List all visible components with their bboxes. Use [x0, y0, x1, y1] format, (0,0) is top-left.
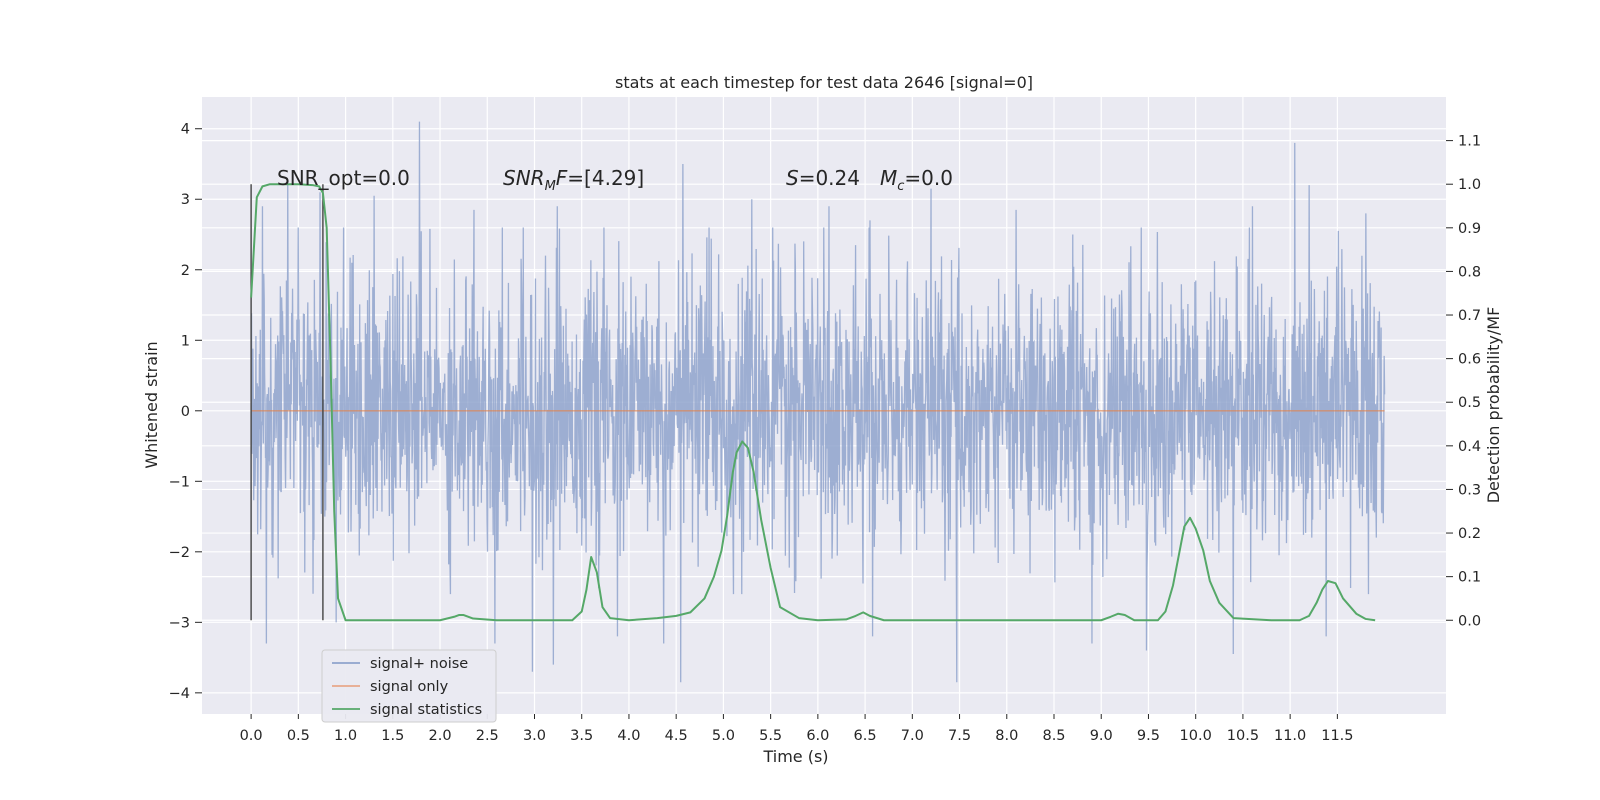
x-tick-label: 5.0 [712, 728, 735, 744]
annotation-mc-main: M [880, 166, 897, 190]
annotation-mc-sub: c [897, 179, 904, 194]
x-tick-label: 8.5 [1042, 728, 1065, 744]
y-tick-label: −1 [169, 474, 190, 490]
y2-tick-label: 0.2 [1458, 526, 1481, 542]
annotation-snr-mf-rest: =[4.29] [567, 166, 644, 190]
annotation-mc: Mc=0.0 [880, 166, 953, 194]
annotation-snr-mf-main: SNR [503, 166, 545, 190]
y2-tick-label: 0.6 [1458, 352, 1481, 368]
x-tick-label: 1.5 [381, 728, 404, 744]
y2-tick-label: 0.3 [1458, 482, 1481, 498]
y2-tick-label: 0.4 [1458, 439, 1481, 455]
x-tick-label: 11.0 [1274, 728, 1306, 744]
y2-tick-label: 0.5 [1458, 395, 1481, 411]
y-tick-label: 3 [181, 192, 190, 208]
x-tick-label: 3.5 [570, 728, 593, 744]
x-tick-label: 0.5 [287, 728, 310, 744]
y2-tick-label: 0.1 [1458, 570, 1481, 586]
series-signal-statistics-line [250, 183, 1376, 622]
x-tick-label: 4.5 [665, 728, 688, 744]
series-layer [250, 183, 1385, 622]
y-tick-label: 1 [181, 333, 190, 349]
x-tick-label: 4.0 [617, 728, 640, 744]
y-axis-label: Whitened strain [142, 341, 161, 468]
x-tick-label: 5.5 [759, 728, 782, 744]
annotation-s-rest: =0.24 [799, 166, 860, 190]
y-tick-label: 0 [181, 404, 190, 420]
series-signal-noise-line [250, 121, 1386, 683]
x-tick-label: 8.0 [995, 728, 1018, 744]
y2-tick-label: 1.0 [1458, 177, 1481, 193]
legend: signal+ noise signal only signal statist… [321, 649, 497, 723]
legend-label-signal-statistics: signal statistics [370, 702, 482, 718]
legend-label-signal-noise: signal+ noise [370, 656, 468, 672]
y-tick-label: 2 [181, 263, 190, 279]
x-tick-label: 3.0 [523, 728, 546, 744]
x-tick-label: 9.5 [1137, 728, 1160, 744]
y-tick-label: −3 [169, 615, 190, 631]
x-tick-label: 7.0 [901, 728, 924, 744]
annotation-snr-mf-f: F [556, 166, 568, 190]
axes: 0.0 0.5 1.0 1.5 2.0 2.5 3.0 3.5 4.0 4.5 5.0 5.5 6.0 6… [169, 122, 1481, 744]
y2-tick-label: 0.7 [1458, 308, 1481, 324]
y2-tick-label: 1.1 [1458, 134, 1481, 150]
x-tick-label: 2.0 [429, 728, 452, 744]
x-tick-label: 2.5 [476, 728, 499, 744]
annotation-mc-rest: =0.0 [904, 166, 953, 190]
x-axis-label: Time (s) [762, 747, 828, 766]
chart-title: stats at each timestep for test data 264… [615, 73, 1033, 92]
noise-series [250, 121, 1386, 683]
y2-tick-label: 0.8 [1458, 264, 1481, 280]
y-tick-label: 4 [181, 122, 190, 138]
annotation-snr-mf-sub: M [545, 179, 556, 194]
y2-tick-label: 0.0 [1458, 613, 1481, 629]
x-tick-label: 6.0 [806, 728, 829, 744]
y-tick-label: −2 [169, 545, 190, 561]
x-tick-label: 0.0 [240, 728, 263, 744]
legend-frame [321, 649, 497, 723]
x-tick-label: 9.0 [1090, 728, 1113, 744]
annotation-snr-opt: SNR_opt=0.0 [277, 166, 410, 190]
y2-tick-label: 0.9 [1458, 221, 1481, 237]
x-tick-label: 11.5 [1321, 728, 1353, 744]
y2-axis-label: Detection probability/MF [1484, 307, 1503, 504]
x-tick-label: 10.5 [1227, 728, 1259, 744]
x-tick-label: 6.5 [854, 728, 877, 744]
y-tick-label: −4 [169, 686, 190, 702]
x-tick-label: 1.0 [334, 728, 357, 744]
annotation-s-main: S [786, 166, 799, 190]
annotation-snr-mf: SNRMF=[4.29] [503, 166, 644, 194]
x-tick-label: 7.5 [948, 728, 971, 744]
legend-label-signal-only: signal only [370, 679, 449, 695]
x-tick-label: 10.0 [1180, 728, 1212, 744]
annotation-s: S=0.24 [786, 166, 860, 190]
